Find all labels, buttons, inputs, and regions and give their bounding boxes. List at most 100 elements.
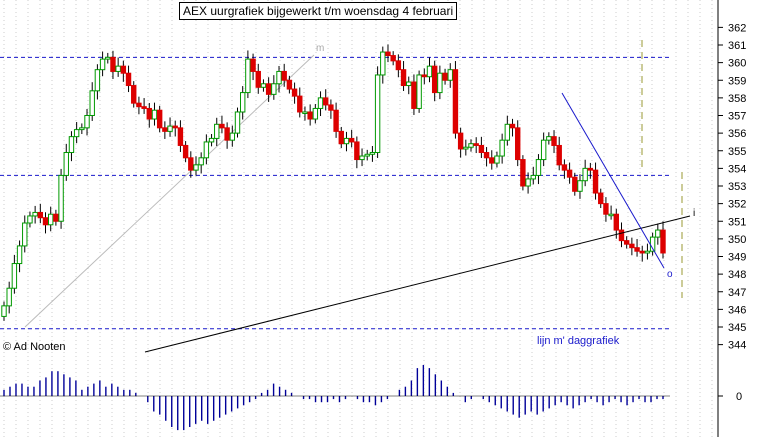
candle — [167, 125, 173, 132]
price-tick-label: 361 — [728, 40, 746, 52]
candle — [483, 152, 490, 159]
candle — [655, 229, 661, 238]
candle — [587, 167, 594, 171]
candle — [297, 95, 303, 113]
candle — [198, 157, 204, 166]
candle — [442, 72, 448, 81]
candle — [561, 164, 568, 171]
candle — [63, 152, 69, 176]
candle — [354, 141, 360, 161]
candle — [94, 69, 101, 92]
price-tick-label: 357 — [728, 111, 746, 123]
price-tick-label: 348 — [728, 269, 746, 281]
price-tick-label: 360 — [728, 58, 746, 70]
candle — [22, 222, 28, 247]
candle — [125, 72, 132, 87]
candle — [11, 263, 18, 289]
marker-m: m — [316, 43, 325, 54]
candle — [193, 164, 199, 171]
candle — [577, 180, 583, 192]
candle — [151, 109, 158, 120]
candle — [156, 109, 163, 129]
candle — [79, 127, 85, 131]
price-tick-label: 359 — [728, 75, 746, 87]
candle — [416, 74, 422, 109]
candle — [42, 217, 49, 226]
candle — [494, 155, 500, 164]
candle — [359, 155, 365, 161]
candle — [400, 69, 407, 87]
candle — [515, 127, 521, 161]
price-tick-label: 346 — [728, 304, 746, 316]
candle — [509, 123, 516, 129]
candle — [582, 167, 588, 182]
candle — [1, 305, 7, 317]
candle — [411, 81, 417, 109]
candle — [214, 123, 220, 139]
candle — [276, 70, 282, 85]
candle — [348, 137, 355, 143]
candle — [598, 192, 604, 205]
candle — [489, 157, 495, 164]
candle — [219, 123, 225, 129]
candle — [120, 65, 127, 74]
candle — [16, 245, 23, 265]
candle — [265, 83, 272, 95]
price-tick-label: 352 — [728, 199, 746, 211]
copyright-label: © Ad Nooten — [3, 341, 66, 353]
candle — [468, 143, 474, 148]
candle — [68, 136, 75, 154]
candle — [452, 69, 459, 134]
price-tick-label: 349 — [728, 252, 746, 264]
candle — [84, 115, 90, 129]
candle — [146, 107, 152, 120]
candle — [499, 139, 505, 157]
candle — [380, 51, 386, 76]
candle — [406, 81, 412, 87]
candle — [369, 152, 376, 155]
resistance-trendline — [561, 92, 665, 269]
helper-trendline — [24, 54, 315, 328]
candle — [530, 174, 536, 180]
candle — [260, 83, 267, 88]
candle — [556, 144, 562, 166]
price-tick-label: 350 — [728, 234, 746, 246]
candle — [307, 111, 313, 120]
candle — [89, 90, 95, 116]
candle — [463, 146, 469, 150]
candle — [99, 58, 106, 71]
candle — [208, 137, 215, 143]
price-tick-label: 353 — [728, 181, 746, 193]
candle — [603, 203, 609, 215]
candle — [37, 211, 44, 219]
candle — [328, 104, 334, 111]
candle — [634, 247, 640, 252]
marker-i: i — [693, 208, 696, 219]
candle — [457, 132, 464, 150]
support-trendline — [144, 215, 691, 353]
price-tick-label: 354 — [728, 163, 746, 175]
candle — [520, 159, 526, 187]
candle — [250, 58, 256, 72]
candle — [421, 74, 428, 78]
price-tick-label: 345 — [728, 322, 746, 334]
candle — [245, 58, 251, 94]
candle — [234, 111, 241, 134]
candle — [447, 69, 453, 81]
candle — [592, 169, 599, 194]
candle — [629, 243, 635, 249]
histogram-tick-label: 0 — [736, 391, 742, 403]
candle — [323, 97, 329, 106]
candle — [618, 229, 625, 242]
price-tick-label: 351 — [728, 216, 746, 228]
candle — [364, 153, 370, 157]
candle — [623, 240, 630, 245]
candle — [525, 178, 531, 187]
candle — [32, 211, 38, 217]
candle — [613, 213, 619, 231]
candle — [333, 109, 339, 132]
candle — [203, 141, 210, 159]
candle — [566, 169, 573, 178]
